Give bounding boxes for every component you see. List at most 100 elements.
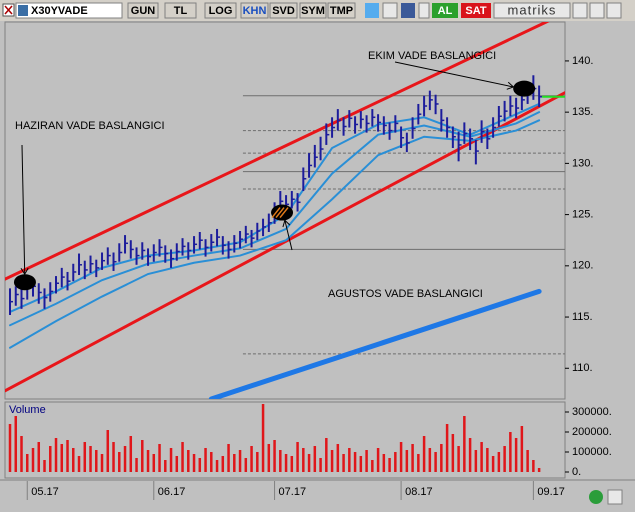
y-tick-label: 135. [572, 106, 593, 118]
annotation-text: EKIM VADE BASLANGICI [368, 50, 496, 62]
facebook-icon[interactable] [401, 3, 415, 18]
annotation-marker [271, 204, 294, 221]
y-tick-label: 125. [572, 209, 593, 221]
volume-bar [388, 458, 391, 472]
volume-bar [204, 448, 207, 472]
long-average-line [208, 288, 542, 399]
volume-bar [520, 426, 524, 472]
toolbar-buttons: GUN TL LOG KHN SVD SYM TMP [127, 2, 356, 19]
window-button[interactable] [572, 2, 588, 19]
sell-button[interactable] [461, 3, 491, 18]
volume-bar [152, 454, 156, 472]
volume-bar [250, 446, 253, 472]
volume-bar [169, 448, 173, 472]
volume-bar [20, 436, 23, 472]
annotation-arrow [21, 144, 26, 275]
toolbar-button-label: TL [174, 5, 188, 17]
volume-bar [123, 446, 127, 472]
channel-line [5, 91, 565, 393]
volume-bar [290, 456, 294, 472]
channel-line [5, 22, 550, 281]
marker-stripe [271, 207, 281, 219]
volume-bar [411, 444, 414, 472]
volume-bar [463, 416, 466, 472]
volume-bar [141, 440, 144, 472]
volume-bar [49, 446, 52, 472]
volume-bar [376, 448, 380, 472]
volume-bar [399, 442, 403, 472]
volume-bar [227, 444, 230, 472]
volume-bar [503, 446, 506, 472]
volume-bar [319, 458, 322, 472]
price-plot [5, 22, 565, 399]
window-button[interactable] [589, 2, 605, 19]
volume-bar [445, 424, 449, 472]
refresh-icon[interactable] [589, 490, 603, 504]
toolbar-button-label: LOG [209, 5, 233, 17]
volume-bar [509, 432, 512, 472]
buy-button[interactable] [432, 3, 458, 18]
x-tick-label: 06.17 [158, 486, 186, 498]
volume-bar [417, 454, 420, 472]
volume-bar [187, 450, 190, 472]
volume-plot [8, 404, 541, 472]
volume-bar [348, 448, 351, 472]
toolbar-button[interactable] [204, 2, 237, 19]
settings-icon[interactable] [418, 2, 430, 19]
volume-bar [474, 450, 478, 472]
volume-bar [106, 430, 110, 472]
volume-bar [14, 416, 18, 472]
toolbar-button[interactable] [240, 2, 269, 19]
volume-bar [60, 444, 64, 472]
axes: 110. 115. 120. 125. 130. 135. 140. 0. 100000. 200… [13, 50, 612, 500]
buy-label: AL [438, 5, 453, 17]
volume-bar [537, 468, 541, 472]
volume-bar [394, 452, 397, 472]
volume-bar [330, 450, 334, 472]
volume-bar [72, 448, 75, 472]
annotation-arrow [394, 61, 514, 88]
twitter-icon[interactable] [365, 3, 379, 18]
zoom-icon[interactable] [607, 489, 623, 505]
volume-bar [382, 454, 386, 472]
toolbar-button[interactable] [269, 2, 298, 19]
volume-bar [54, 438, 58, 472]
toolbar-button[interactable] [327, 2, 356, 19]
volume-bar [279, 450, 282, 472]
toolbar-button-label: SVD [272, 5, 295, 17]
annotation-text: AGUSTOS VADE BASLANGICI [328, 288, 483, 300]
volume-bar [486, 448, 489, 472]
y-tick-label: 120. [572, 260, 593, 272]
marker-stripe [279, 207, 289, 219]
volume-bar [451, 434, 455, 472]
toolbar-button[interactable] [127, 2, 159, 19]
volume-bar [215, 460, 219, 472]
volume-bar [468, 438, 472, 472]
volume-bar [284, 454, 288, 472]
volume-bar [66, 440, 69, 472]
edit-icon[interactable] [382, 2, 398, 19]
toolbar-button[interactable] [299, 2, 327, 19]
menu-icon-cross [4, 5, 13, 15]
symbol-box[interactable] [15, 2, 123, 19]
volume-bar [238, 450, 242, 472]
annotation-marker [13, 274, 36, 291]
y-tick-label: 140. [572, 55, 593, 67]
volume-bar [89, 446, 92, 472]
volume-bar [175, 456, 179, 472]
volume-bar [8, 424, 12, 472]
toolbar-button[interactable] [164, 2, 197, 19]
volume-bar [95, 450, 98, 472]
volume-bar [302, 448, 305, 472]
volume-bar [135, 458, 138, 472]
volume-bar [342, 454, 345, 472]
window-button[interactable] [606, 2, 622, 19]
y-tick-label: 300000. [572, 406, 612, 418]
volume-bar [422, 436, 426, 472]
volume-bar [129, 436, 133, 472]
volume-bar [514, 438, 518, 472]
volume-bar [37, 442, 41, 472]
annotation-marker [513, 80, 536, 97]
sell-label: SAT [465, 5, 486, 17]
